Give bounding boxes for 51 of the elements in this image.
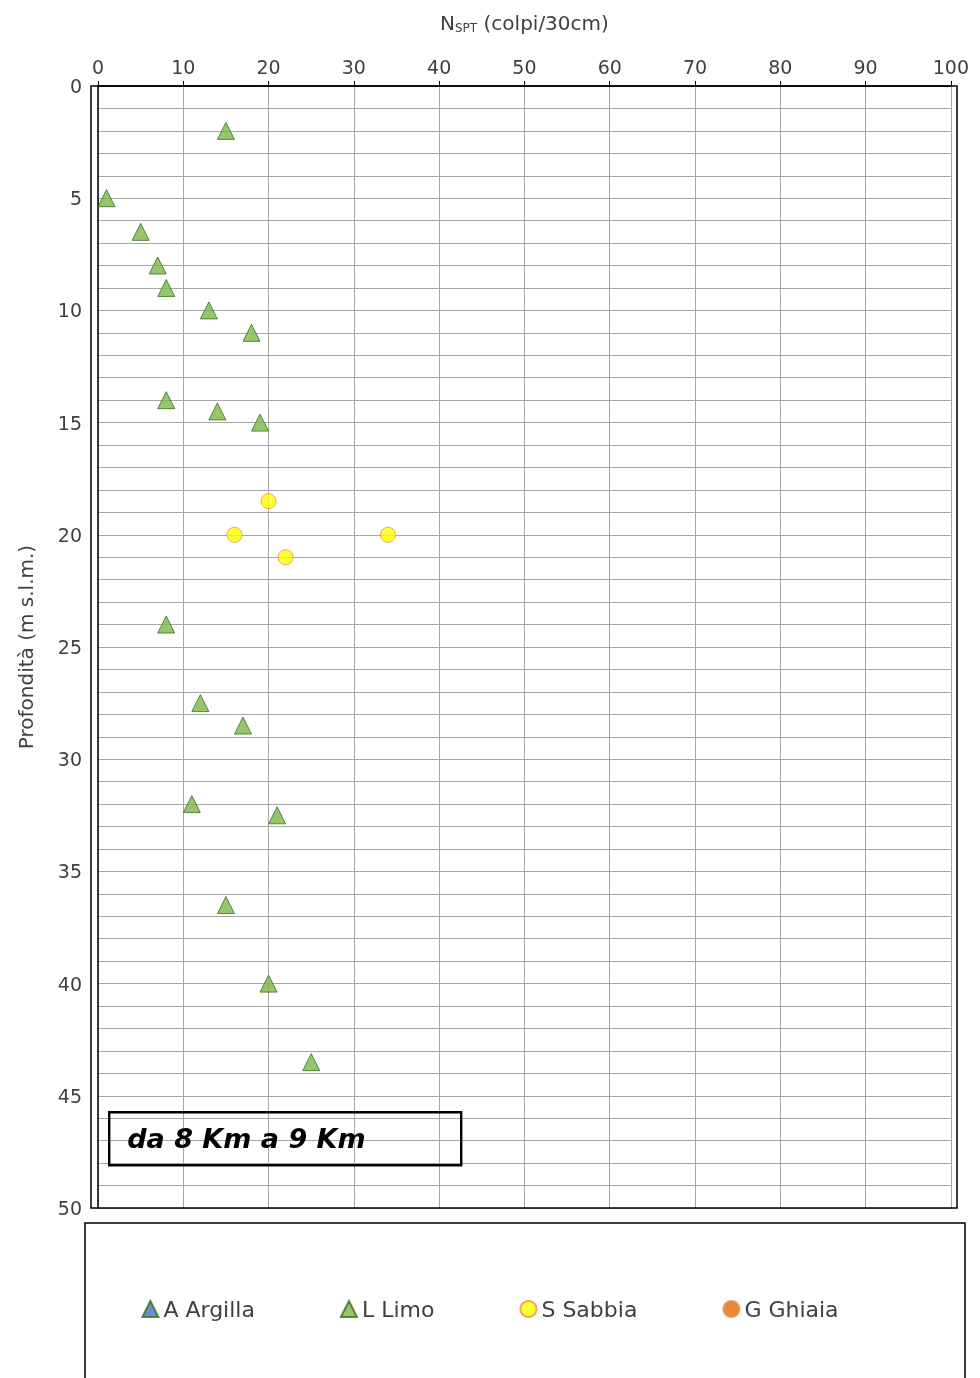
legend-label: S Sabbia xyxy=(541,1296,638,1322)
x-tick-label: 60 xyxy=(597,55,622,78)
point xyxy=(233,716,252,735)
x-tick-label: 40 xyxy=(427,55,452,78)
point xyxy=(182,795,201,814)
annotation: da 8 Km a 9 Km xyxy=(127,1123,366,1155)
x-tick-label: 10 xyxy=(171,55,196,78)
legend-label: A Argilla xyxy=(163,1296,255,1322)
point xyxy=(157,278,176,297)
point xyxy=(216,896,235,915)
x-tick-label: 100 xyxy=(932,55,969,78)
x-tick-label: 50 xyxy=(512,55,537,78)
point xyxy=(302,1053,321,1072)
x-tick-label: 80 xyxy=(768,55,793,78)
x-axis-title: NSPT (colpi/30cm) xyxy=(440,11,609,35)
point xyxy=(242,323,261,342)
x-tick-label: 90 xyxy=(853,55,878,78)
point xyxy=(97,189,116,208)
x-tick-label: 20 xyxy=(256,55,281,78)
point xyxy=(157,615,176,634)
y-tick-label: 25 xyxy=(57,636,82,658)
y-tick-label: 15 xyxy=(57,411,82,434)
point xyxy=(251,413,270,432)
point xyxy=(259,974,278,993)
x-tick-label: 0 xyxy=(91,55,105,78)
y-tick-label: 10 xyxy=(57,299,82,322)
x-tick-label: 30 xyxy=(341,55,366,78)
y-tick-label: 30 xyxy=(57,748,82,771)
y-axis-title: Profondità (m s.l.m.) xyxy=(14,544,38,750)
point xyxy=(191,694,210,713)
point xyxy=(216,121,235,140)
legend-label: G Ghiaia xyxy=(744,1296,839,1322)
x-tick-label: 70 xyxy=(682,55,708,78)
point xyxy=(208,402,227,421)
point xyxy=(131,222,150,241)
point xyxy=(199,301,218,320)
y-tick-label: 35 xyxy=(57,860,82,883)
point xyxy=(260,493,277,510)
legend-label: L Limo xyxy=(361,1296,435,1322)
point xyxy=(157,391,176,410)
point xyxy=(277,549,294,566)
y-tick-label: 45 xyxy=(57,1084,82,1107)
point xyxy=(226,526,243,543)
y-tick-label: 40 xyxy=(57,972,82,995)
point xyxy=(379,526,396,543)
point xyxy=(148,256,167,275)
y-tick-label: 0 xyxy=(69,75,82,97)
point xyxy=(268,806,287,825)
y-tick-label: 5 xyxy=(69,187,82,210)
y-tick-label: 50 xyxy=(57,1197,82,1219)
y-tick-label: 20 xyxy=(57,523,82,546)
